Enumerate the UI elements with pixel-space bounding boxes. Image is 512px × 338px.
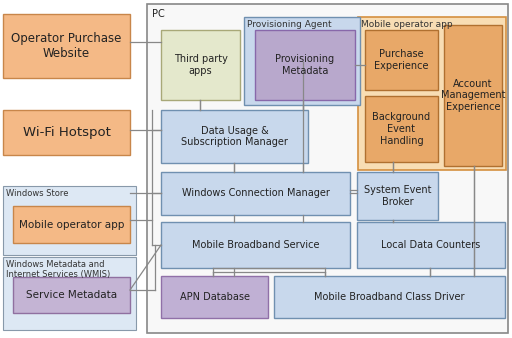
- Text: Service Metadata: Service Metadata: [26, 290, 117, 300]
- Bar: [161, 172, 350, 215]
- Text: Wi-Fi Hotspot: Wi-Fi Hotspot: [23, 126, 111, 139]
- Bar: [274, 276, 505, 318]
- Text: Background
Event
Handling: Background Event Handling: [372, 113, 431, 146]
- Text: Windows Metadata and
Internet Services (WMIS): Windows Metadata and Internet Services (…: [6, 260, 110, 280]
- Text: Third party
apps: Third party apps: [174, 54, 227, 76]
- Text: Windows Store: Windows Store: [6, 189, 69, 198]
- Bar: [3, 186, 136, 255]
- Text: Data Usage &
Subscription Manager: Data Usage & Subscription Manager: [181, 126, 288, 147]
- Text: Mobile operator app: Mobile operator app: [19, 219, 124, 230]
- Bar: [244, 17, 360, 105]
- Text: System Event
Broker: System Event Broker: [364, 185, 431, 207]
- Bar: [365, 96, 438, 162]
- Bar: [444, 25, 502, 166]
- Text: Mobile Broadband Service: Mobile Broadband Service: [192, 240, 319, 250]
- Bar: [161, 30, 240, 100]
- Text: Provisioning
Metadata: Provisioning Metadata: [275, 54, 334, 76]
- Bar: [358, 17, 506, 170]
- Bar: [3, 110, 130, 155]
- Text: Account
Management
Experience: Account Management Experience: [441, 79, 505, 112]
- Text: Mobile Broadband Class Driver: Mobile Broadband Class Driver: [314, 292, 465, 302]
- Bar: [13, 277, 130, 313]
- Bar: [147, 4, 508, 333]
- Bar: [161, 222, 350, 268]
- Text: APN Database: APN Database: [180, 292, 249, 302]
- Bar: [13, 206, 130, 243]
- Text: PC: PC: [152, 9, 165, 19]
- Bar: [357, 172, 438, 220]
- Text: Provisioning Agent: Provisioning Agent: [247, 20, 332, 29]
- Bar: [3, 257, 136, 330]
- Bar: [3, 14, 130, 78]
- Text: Local Data Counters: Local Data Counters: [381, 240, 481, 250]
- Text: Windows Connection Manager: Windows Connection Manager: [182, 189, 329, 198]
- Bar: [255, 30, 355, 100]
- Bar: [357, 222, 505, 268]
- Bar: [365, 30, 438, 90]
- Text: Operator Purchase
Website: Operator Purchase Website: [11, 32, 122, 60]
- Bar: [161, 276, 268, 318]
- Text: Mobile operator app: Mobile operator app: [361, 20, 453, 29]
- Text: Purchase
Experience: Purchase Experience: [374, 49, 429, 71]
- Bar: [161, 110, 308, 163]
